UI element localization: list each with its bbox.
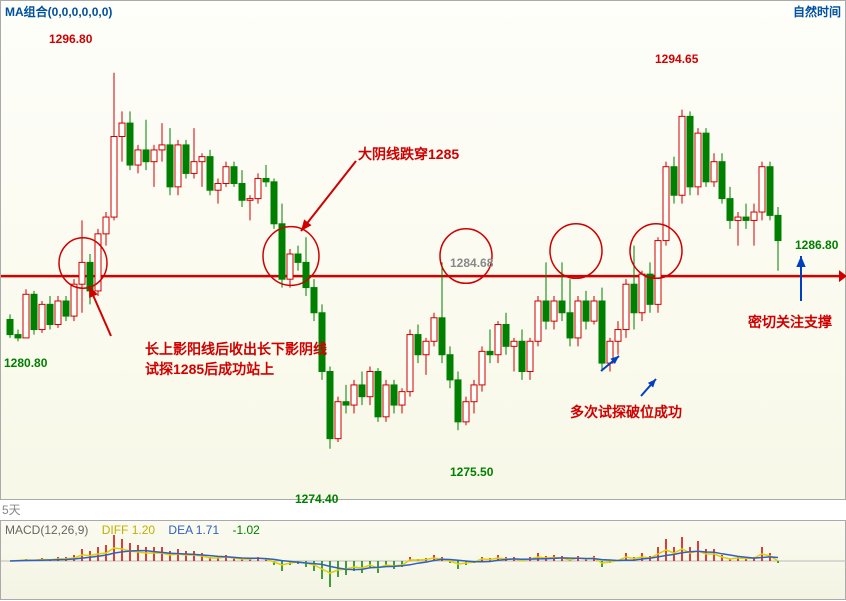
macd-chart xyxy=(1,521,846,601)
macd-panel: MACD(12,26,9) DIFF 1.20 DEA 1.71 -1.02 xyxy=(0,520,846,600)
price-label: 1296.80 xyxy=(49,32,92,46)
chart-container: MA组合(0,0,0,0,0,0) 自然时间 5天 MACD(12,26,9) … xyxy=(0,0,846,601)
candlestick-chart xyxy=(1,1,846,501)
timeframe-label: 5天 xyxy=(2,500,21,520)
annotation-text: 密切关注支撑 xyxy=(748,313,832,333)
price-label: 1294.65 xyxy=(655,52,698,66)
price-label: 1274.40 xyxy=(295,492,338,506)
price-label: 1275.50 xyxy=(450,465,493,479)
price-label: 1284.68 xyxy=(450,256,493,270)
annotation-text: 长上影阳线后收出长下影阴线试探1285后成功站上 xyxy=(145,340,327,379)
price-label: 1280.80 xyxy=(4,356,47,370)
annotation-text: 多次试探破位成功 xyxy=(570,403,682,423)
price-label: 1286.80 xyxy=(795,238,838,252)
main-chart-panel: MA组合(0,0,0,0,0,0) 自然时间 xyxy=(0,0,846,500)
annotation-text: 大阴线跌穿1285 xyxy=(358,145,459,165)
